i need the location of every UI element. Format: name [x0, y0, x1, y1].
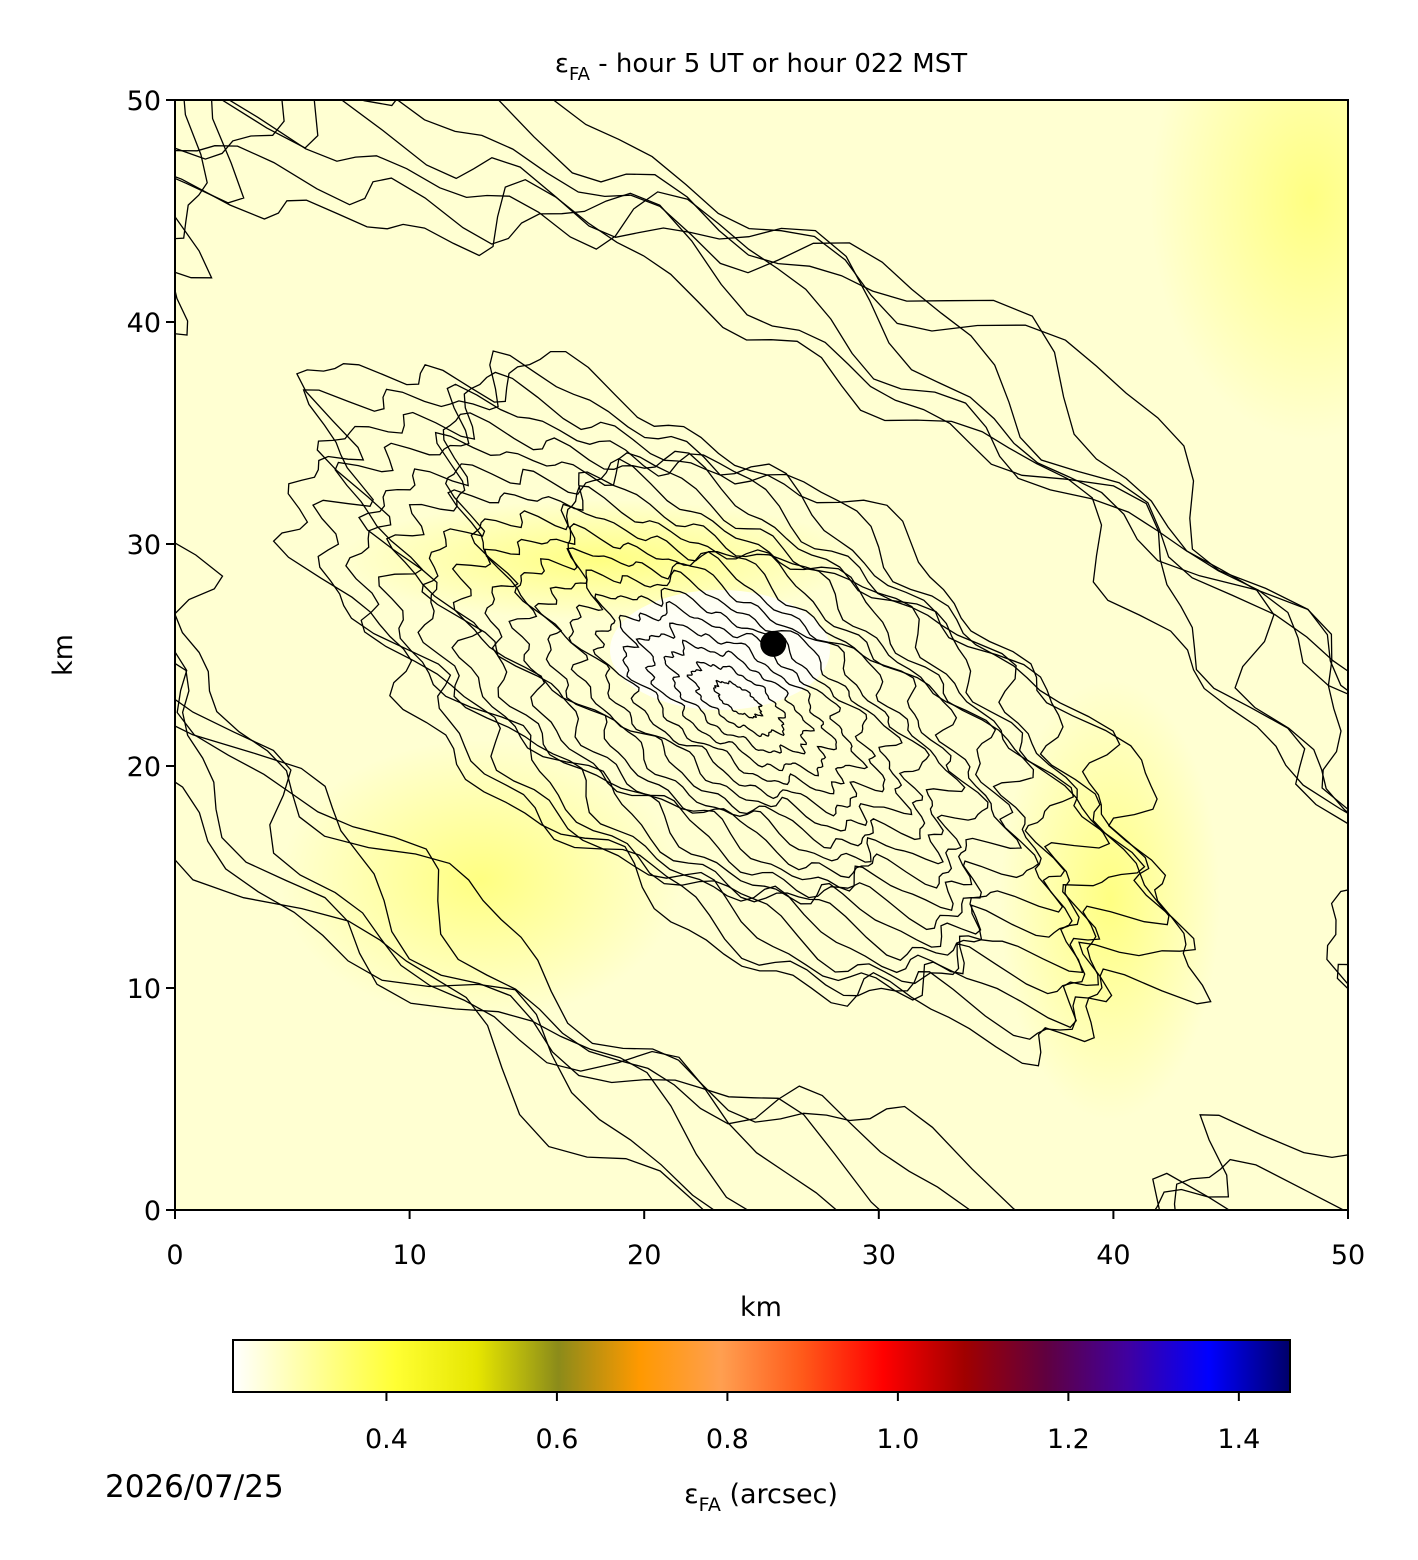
contour-line	[334, 383, 1146, 995]
contour-line	[175, 100, 1348, 1210]
contour-line	[175, 145, 1348, 1210]
x-tick-label: 50	[1331, 1240, 1365, 1271]
contour-line	[568, 569, 913, 832]
x-tick-label: 10	[392, 1240, 426, 1271]
contour-line	[358, 412, 1111, 975]
contour-line	[534, 547, 930, 849]
contour-line	[663, 639, 815, 755]
contour-line	[175, 100, 1348, 1210]
colorbar-label-subscript: FA	[699, 1494, 721, 1516]
x-tick-label: 40	[1096, 1240, 1130, 1271]
map-shading	[175, 100, 1348, 1210]
contour-line	[302, 350, 1196, 1040]
colorbar-tick-label: 1.2	[1047, 1424, 1090, 1455]
colorbar-tick-label: 0.6	[535, 1424, 578, 1455]
contour-line	[175, 100, 1348, 1210]
shade	[610, 590, 830, 710]
title-symbol: ε	[555, 49, 569, 79]
contour-line	[272, 350, 1212, 1067]
contours	[175, 100, 1348, 1210]
contour-line	[514, 523, 966, 865]
contour-line	[686, 661, 786, 738]
contour-line	[175, 175, 1348, 1210]
x-tick-label: 20	[627, 1240, 661, 1271]
colorbar-label-symbol: ε	[684, 1479, 699, 1510]
shade	[280, 740, 680, 1020]
contour-line	[592, 587, 886, 817]
y-tick-label: 50	[127, 86, 161, 117]
y-axis-label: km	[48, 634, 79, 676]
y-tick-label: 40	[127, 308, 161, 339]
title-subscript: FA	[569, 64, 591, 85]
colorbar-label-text: (arcsec)	[721, 1479, 838, 1510]
chart-title: εFA - hour 5 UT or hour 022 MST	[555, 49, 967, 85]
x-tick-label: 30	[862, 1240, 896, 1271]
colorbar	[232, 1339, 1291, 1393]
contour-line	[175, 100, 1348, 1210]
contour-line	[712, 679, 764, 719]
contour-line	[483, 503, 989, 889]
y-tick-label: 20	[127, 752, 161, 783]
colorbar-tick-label: 1.0	[876, 1424, 919, 1455]
shade	[1000, 680, 1220, 1120]
y-tick-label: 0	[144, 1196, 161, 1227]
shade	[340, 500, 860, 620]
contour-line	[470, 485, 1023, 911]
plot-frame	[174, 99, 1349, 1211]
y-tick-label: 10	[127, 974, 161, 1005]
contour-line	[635, 622, 838, 777]
site-marker	[760, 630, 787, 657]
contour-line	[175, 100, 1348, 1210]
shade	[1150, 100, 1348, 440]
date-label: 2026/07/25	[105, 1469, 284, 1505]
x-axis-label: km	[740, 1292, 782, 1323]
colorbar-label: εFA (arcsec)	[684, 1479, 838, 1516]
x-tick-label: 0	[166, 1240, 183, 1271]
colorbar-tick-label: 0.4	[365, 1424, 408, 1455]
contour-line	[316, 371, 1170, 1029]
contour-line	[618, 600, 869, 795]
title-text: - hour 5 UT or hour 022 MST	[590, 49, 967, 79]
y-tick-label: 30	[127, 530, 161, 561]
colorbar-tick-label: 1.4	[1217, 1424, 1260, 1455]
contour-line	[421, 457, 1064, 948]
contour-line	[385, 431, 1075, 961]
colorbar-tick-label: 0.8	[706, 1424, 749, 1455]
